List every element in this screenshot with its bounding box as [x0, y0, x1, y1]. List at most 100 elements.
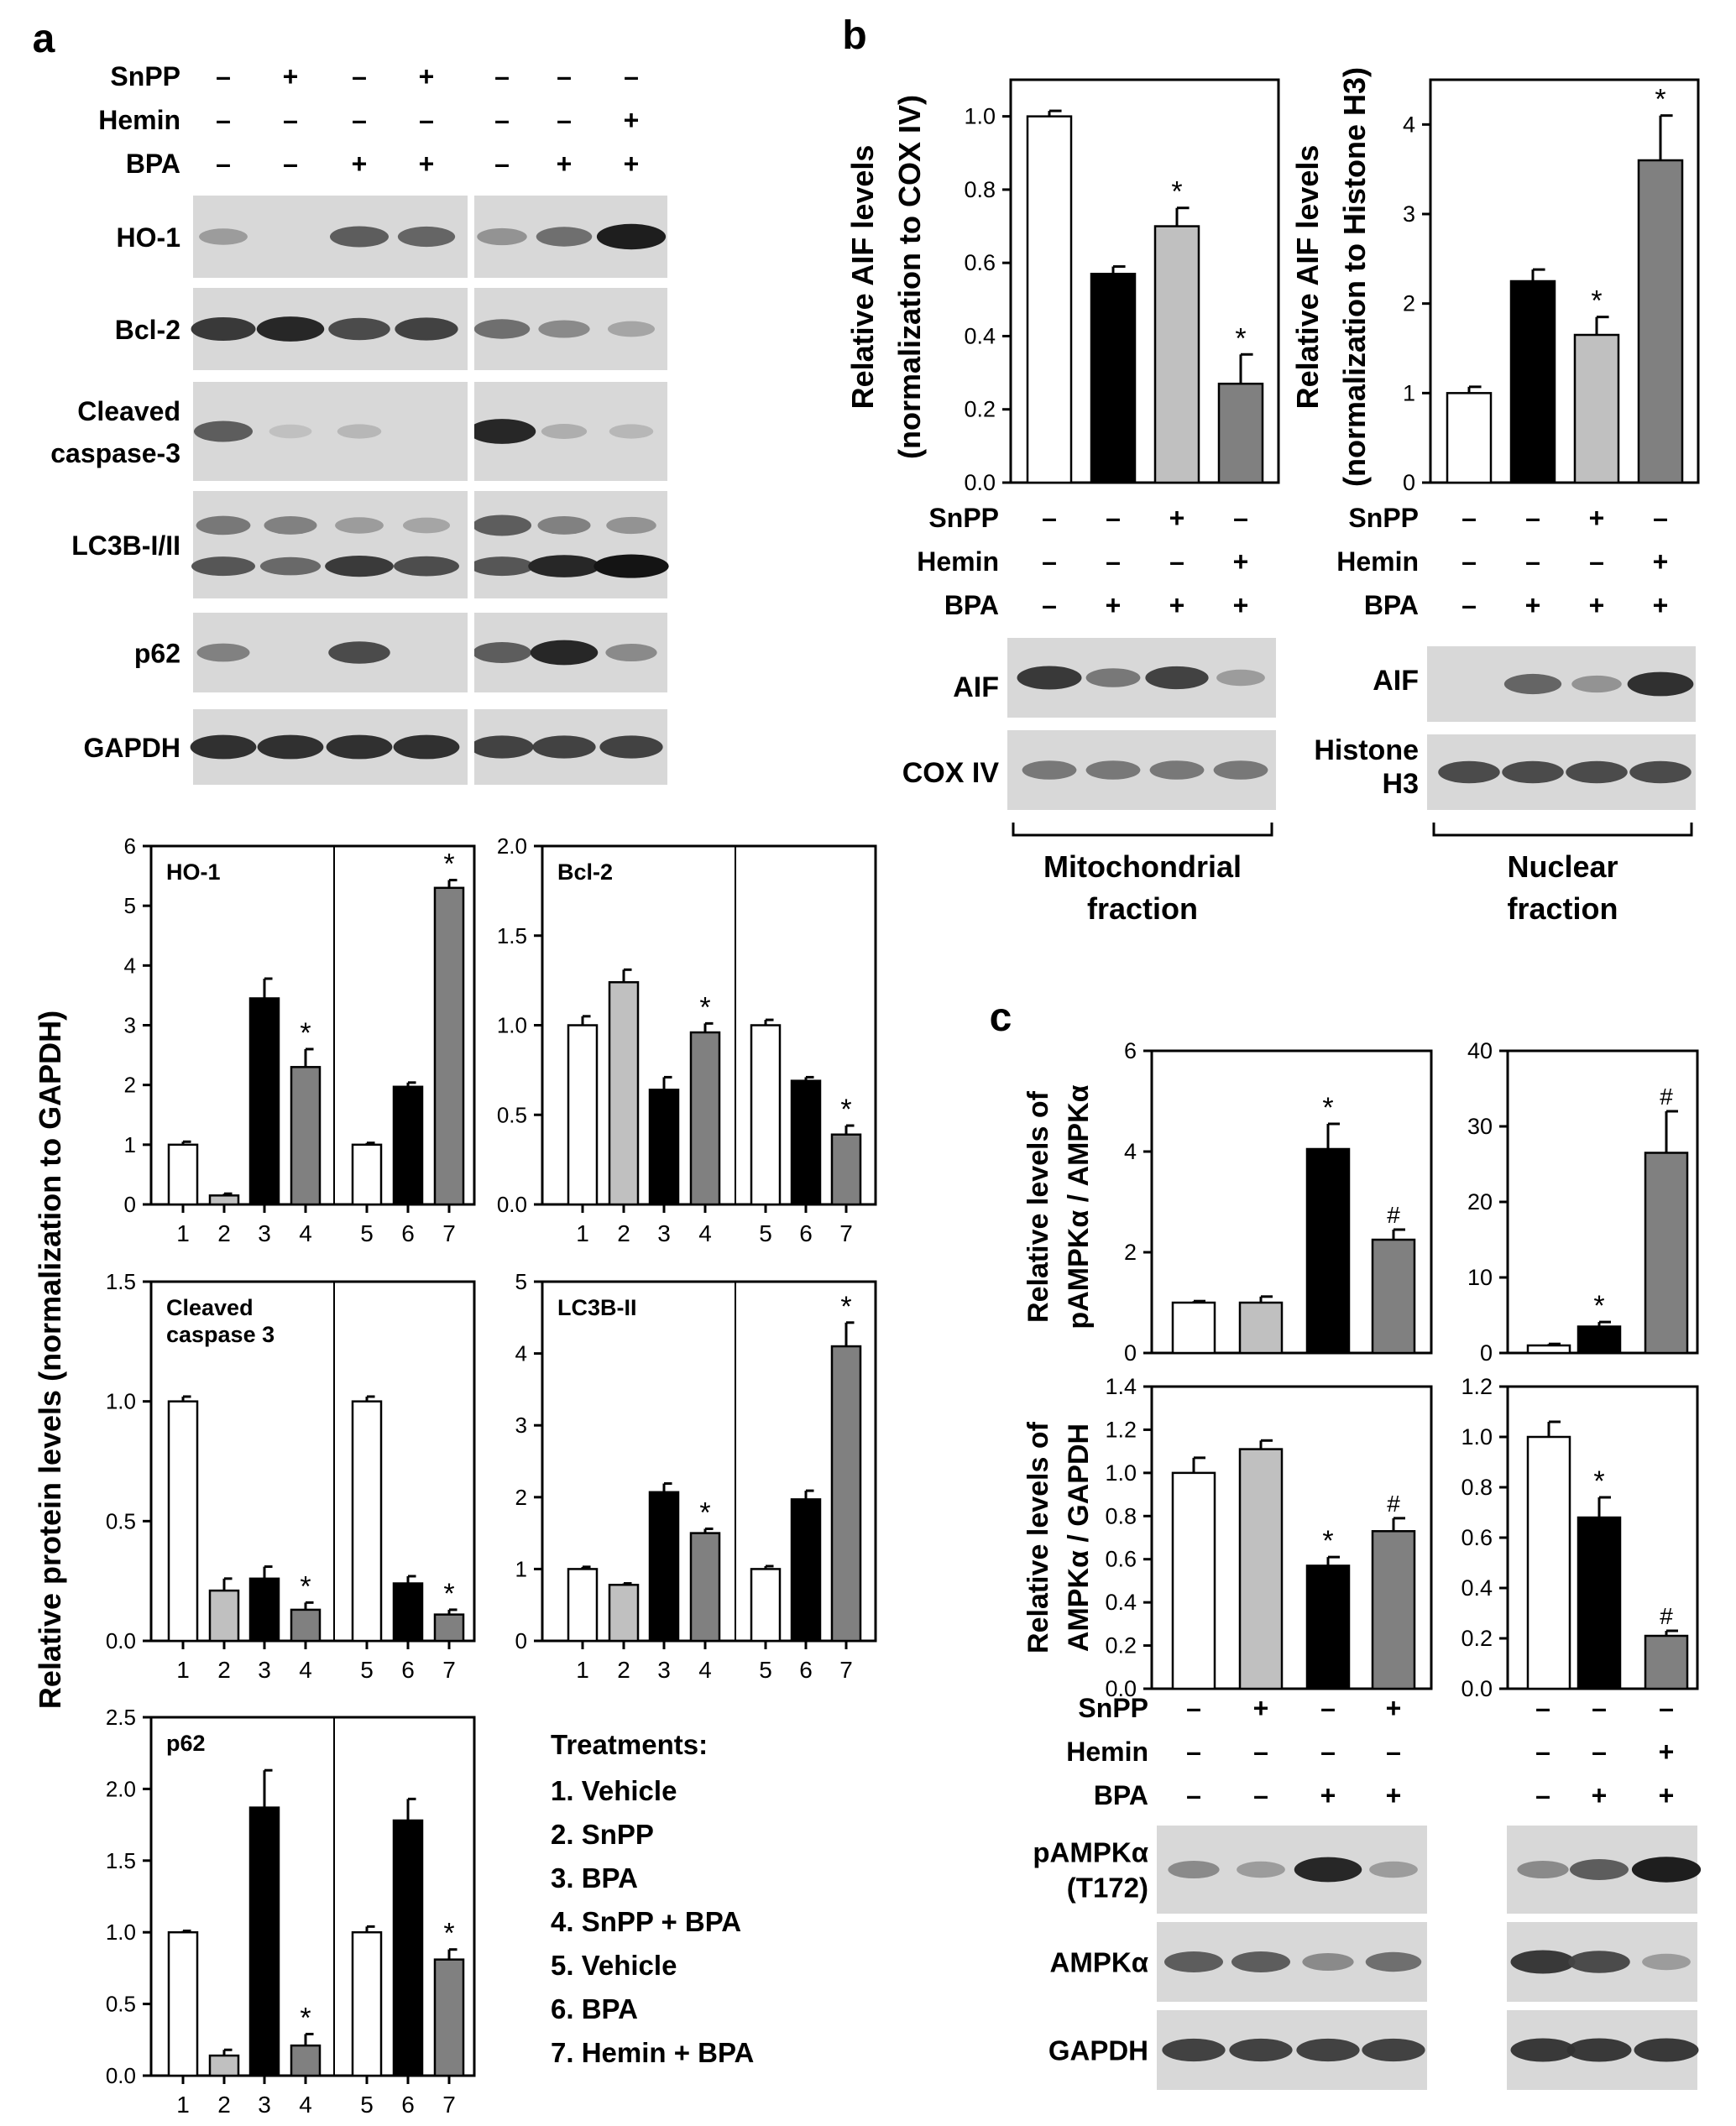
blot-label: H3	[1383, 768, 1419, 800]
blot-label: caspase-3	[50, 438, 180, 468]
significance-mark: *	[1322, 1092, 1333, 1124]
fraction-label-mito: fraction	[1087, 891, 1198, 926]
x-tick-label: 2	[217, 2092, 231, 2118]
treatment-sign: –	[216, 61, 231, 91]
blot-band	[269, 424, 312, 439]
x-tick-label: 6	[799, 1657, 813, 1683]
blot-band	[1642, 1953, 1691, 1971]
blot-c-right	[1507, 1826, 1702, 1914]
x-tick-label: 4	[299, 2092, 312, 2118]
treatment-sign: –	[1186, 1737, 1201, 1767]
y-tick-label: 1.0	[964, 104, 996, 129]
blot-band	[605, 643, 657, 662]
blot-band	[394, 556, 459, 577]
blot-band	[477, 227, 527, 246]
blot-aif-nuc	[1427, 646, 1696, 722]
y-tick-label: 1.0	[106, 1389, 136, 1414]
bar	[1644, 1634, 1689, 1690]
blot-band	[1231, 1951, 1290, 1972]
bar	[1371, 1238, 1416, 1355]
blot-band	[1162, 2038, 1226, 2062]
y-tick-label: 1.0	[106, 1920, 136, 1945]
y-tick-label: 0.2	[964, 397, 996, 422]
bar	[167, 1143, 199, 1206]
treatment-sign: –	[1169, 546, 1184, 577]
y-tick-label: 1.5	[497, 923, 527, 948]
blot-band	[1438, 760, 1500, 784]
y-tick-label: 5	[515, 1269, 527, 1294]
blot-band	[257, 734, 324, 760]
x-tick-label: 4	[698, 1220, 712, 1246]
significance-mark: *	[1171, 176, 1182, 208]
treatment-sign: –	[1461, 590, 1477, 620]
chart-a_bcl2: 0.0 0.5 1.0 1.5 2.0 1 2 3 * 4 5 6 * 7 Bcl-2	[497, 833, 877, 1246]
y-tick-label: 2	[515, 1485, 527, 1510]
blot-c-right	[1507, 1922, 1697, 2002]
bar	[608, 1583, 640, 1643]
blot-band	[1216, 669, 1265, 687]
blot-band	[528, 555, 600, 577]
treatment-label: Hemin	[1066, 1737, 1148, 1767]
blot-label: AMPKα	[1050, 1947, 1148, 1978]
y-tick-label: 1	[515, 1556, 527, 1581]
bar	[1171, 1301, 1216, 1355]
y-tick-label: 2	[1403, 291, 1415, 316]
bar	[750, 1024, 782, 1206]
blot-strip-left	[190, 709, 472, 785]
blot-band	[1502, 760, 1564, 784]
y-tick-label: 0	[515, 1628, 527, 1653]
fraction-label-nuc: Nuclear	[1507, 849, 1618, 884]
blot-band	[530, 640, 599, 666]
x-tick-label: 3	[258, 2092, 271, 2118]
y-tick-label: 30	[1467, 1114, 1493, 1139]
x-tick-label: 7	[442, 1220, 456, 1246]
y-tick-label: 1.0	[497, 1013, 527, 1038]
y-tick-label: 1	[124, 1132, 136, 1157]
bar	[1526, 1435, 1571, 1690]
x-tick-label: 5	[360, 1220, 374, 1246]
x-tick-label: 3	[657, 1220, 671, 1246]
bar	[567, 1024, 599, 1206]
treatment-sign: +	[1253, 1693, 1269, 1723]
y-tick-label: 4	[515, 1341, 527, 1366]
bar	[208, 1589, 240, 1643]
bar	[208, 2054, 240, 2077]
blot-strip-left	[191, 288, 472, 370]
bar	[1171, 1471, 1216, 1690]
treatment-sign: –	[352, 61, 367, 91]
bar	[1305, 1564, 1351, 1690]
y-tick-label: 0.6	[1105, 1547, 1137, 1572]
chart-frame	[1150, 1049, 1433, 1355]
blot-band	[1365, 1951, 1422, 1972]
blot-band	[1566, 2038, 1632, 2062]
bar	[750, 1568, 782, 1643]
y-axis-label: Relative levels of	[1022, 1090, 1054, 1323]
blot-band	[537, 516, 591, 535]
y-tick-label: 1.5	[106, 1269, 136, 1294]
bar	[433, 1958, 465, 2077]
blot-label: pAMPKα	[1033, 1837, 1148, 1868]
x-tick-label: 3	[657, 1657, 671, 1683]
y-tick-label: 1.2	[1105, 1417, 1137, 1442]
x-tick-label: 6	[401, 2092, 415, 2118]
treatment-sign: –	[1233, 503, 1248, 533]
blot-band	[596, 223, 667, 250]
bar	[689, 1031, 721, 1206]
blot-band	[335, 517, 384, 534]
blot-band	[199, 228, 248, 245]
treatment-sign: –	[216, 105, 231, 135]
panel-label-b: b	[842, 13, 866, 58]
treatment-sign: –	[1592, 1737, 1607, 1767]
chart-c_tr: 0 10 20 30 40 * #	[1467, 1038, 1699, 1366]
chart-frame	[1009, 78, 1280, 484]
blot-band	[1570, 1859, 1629, 1880]
fraction-label-mito: Mitochondrial	[1043, 849, 1242, 884]
treatment-sign: –	[1535, 1780, 1550, 1810]
significance-mark: *	[1235, 322, 1246, 354]
x-tick-label: 6	[401, 1657, 415, 1683]
y-tick-label: 20	[1467, 1189, 1493, 1214]
y-axis-label: Relative AIF levels	[1290, 145, 1325, 410]
y-axis-label: Relative AIF levels	[845, 145, 880, 410]
significance-mark: *	[300, 1570, 311, 1602]
blot-band	[1164, 1951, 1223, 1972]
